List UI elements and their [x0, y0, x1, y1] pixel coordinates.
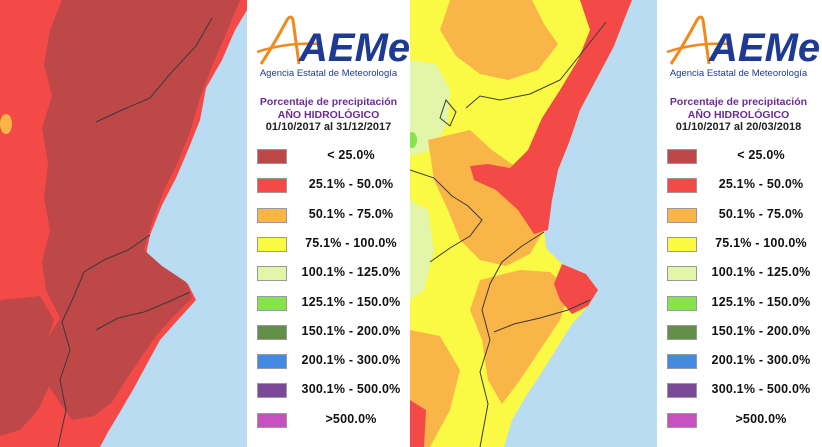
- legend-swatch: [257, 149, 287, 164]
- aemet-logo: AEMet: [666, 15, 820, 70]
- legend-swatch: [667, 266, 697, 282]
- legend-right: AEMet Agencia Estatal de Meteorología Po…: [657, 0, 820, 447]
- legend-entry: < 25.0%: [657, 146, 820, 168]
- legend-entry: 50.1% - 75.0%: [657, 205, 820, 227]
- aemet-logo: AEMet: [256, 15, 410, 70]
- logo-brand-text: AEMet: [298, 26, 410, 70]
- legend-label: < 25.0%: [327, 148, 375, 162]
- legend-label: >500.0%: [735, 411, 787, 426]
- legend-label: 25.1% - 50.0%: [718, 177, 804, 192]
- legend-swatch: [667, 324, 697, 340]
- legend-entry: 50.1% - 75.0%: [247, 205, 410, 227]
- precipitation-map-left: [0, 0, 247, 447]
- legend-label: 125.1% - 150.0%: [711, 294, 811, 309]
- legend-date-range: 01/10/2017 al 20/03/2018: [675, 121, 802, 133]
- agency-name: Agencia Estatal de Meteorología: [669, 68, 808, 79]
- legend-swatch: [667, 412, 697, 428]
- legend-swatch: [257, 412, 287, 428]
- legend-entry: 300.1% - 500.0%: [657, 380, 820, 402]
- legend-label: 300.1% - 500.0%: [301, 382, 401, 397]
- legend-title-line-2: AÑO HIDROLÓGICO: [277, 108, 380, 121]
- legend-swatch: [667, 149, 697, 164]
- precipitation-map-right: [410, 0, 657, 447]
- legend-entry: 150.1% - 200.0%: [657, 322, 820, 344]
- legend-label: 100.1% - 125.0%: [711, 265, 811, 280]
- legend-label: 75.1% - 100.0%: [305, 235, 397, 250]
- legend-entry: 200.1% - 300.0%: [657, 351, 820, 373]
- legend-swatch: [667, 383, 697, 399]
- legend-swatch: [257, 324, 287, 340]
- legend-swatch: [667, 207, 697, 223]
- legend-swatch: [257, 266, 287, 282]
- legend-label: 25.1% - 50.0%: [308, 177, 394, 192]
- legend-swatch: [257, 207, 287, 223]
- legend-swatch: [257, 354, 287, 370]
- legend-label: 300.1% - 500.0%: [711, 382, 811, 397]
- legend-entry: 100.1% - 125.0%: [657, 263, 820, 285]
- legend-title-line-1: Porcentaje de precipitación: [669, 96, 808, 108]
- legend-title-line-1: Porcentaje de precipitación: [259, 96, 398, 108]
- legend-entry: 25.1% - 50.0%: [657, 175, 820, 197]
- legend-swatch: [257, 383, 287, 399]
- legend-entry: >500.0%: [247, 410, 410, 432]
- legend-entry: 100.1% - 125.0%: [247, 263, 410, 285]
- agency-name: Agencia Estatal de Meteorología: [259, 68, 398, 79]
- legend-title-line-2: AÑO HIDROLÓGICO: [687, 108, 790, 121]
- legend-swatch: [257, 295, 287, 311]
- legend-swatch: [667, 354, 697, 370]
- map-panel-right: AEMet Agencia Estatal de Meteorología Po…: [410, 0, 822, 447]
- legend-entry: < 25.0%: [247, 146, 410, 168]
- legend-label: 125.1% - 150.0%: [301, 294, 401, 309]
- legend-label: 150.1% - 200.0%: [301, 323, 401, 338]
- legend-label: 50.1% - 75.0%: [308, 206, 394, 221]
- legend-title: Porcentaje de precipitación AÑO HIDROLÓG…: [247, 96, 410, 121]
- legend-entry: >500.0%: [657, 410, 820, 432]
- legend-label: < 25.0%: [737, 148, 785, 162]
- legend-date-range: 01/10/2017 al 31/12/2017: [265, 121, 392, 133]
- legend-title: Porcentaje de precipitación AÑO HIDROLÓG…: [657, 96, 820, 121]
- legend-entry: 200.1% - 300.0%: [247, 351, 410, 373]
- legend-swatch: [667, 295, 697, 311]
- legend-label: 50.1% - 75.0%: [718, 206, 804, 221]
- legend-entry: 150.1% - 200.0%: [247, 322, 410, 344]
- legend-swatch: [257, 178, 287, 194]
- legend-label: >500.0%: [325, 411, 377, 426]
- legend-entry: 25.1% - 50.0%: [247, 175, 410, 197]
- legend-entry: 75.1% - 100.0%: [247, 234, 410, 256]
- legend-entry: 125.1% - 150.0%: [247, 293, 410, 315]
- legend-swatch: [667, 236, 697, 252]
- legend-label: 100.1% - 125.0%: [301, 265, 401, 280]
- legend-entry: 300.1% - 500.0%: [247, 380, 410, 402]
- legend-label: 150.1% - 200.0%: [711, 323, 811, 338]
- legend-label: 200.1% - 300.0%: [301, 353, 401, 368]
- legend-swatch: [257, 236, 287, 252]
- legend-entry: 75.1% - 100.0%: [657, 234, 820, 256]
- logo-brand-text: AEMet: [708, 26, 820, 70]
- map-panel-left: AEMet Agencia Estatal de Meteorología Po…: [0, 0, 410, 447]
- legend-swatch: [667, 178, 697, 194]
- legend-label: 200.1% - 300.0%: [711, 353, 811, 368]
- legend-entry: 125.1% - 150.0%: [657, 293, 820, 315]
- legend-label: 75.1% - 100.0%: [715, 235, 807, 250]
- legend-left: AEMet Agencia Estatal de Meteorología Po…: [247, 0, 410, 447]
